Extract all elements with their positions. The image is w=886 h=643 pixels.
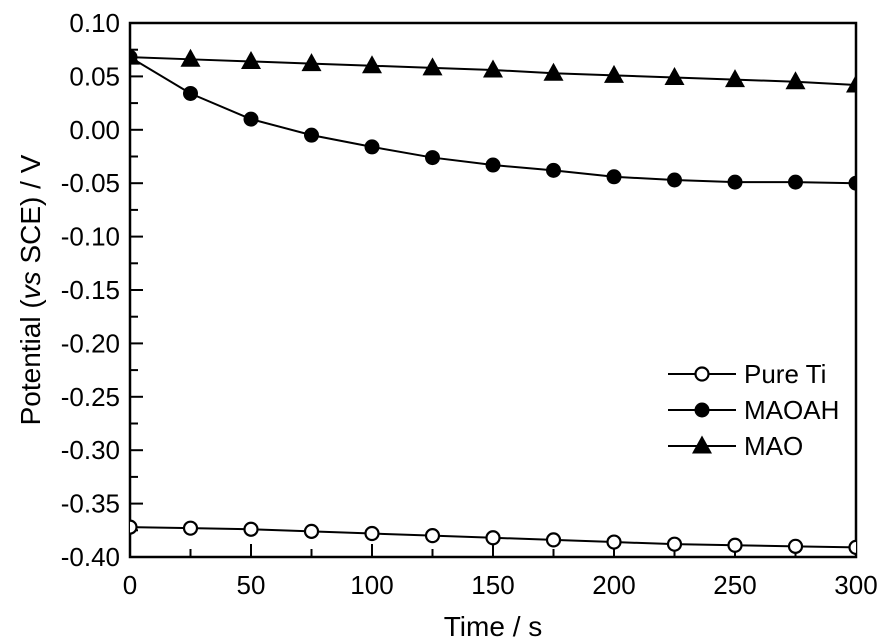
y-tick-label: -0.30 bbox=[61, 435, 120, 465]
legend-marker-maoah bbox=[694, 402, 710, 418]
series-pure-ti-marker bbox=[666, 536, 683, 552]
y-tick-label: -0.40 bbox=[61, 542, 120, 572]
series-maoah-marker bbox=[546, 162, 561, 178]
series-mao-marker bbox=[180, 48, 201, 67]
x-axis-label: Time / s bbox=[444, 611, 543, 642]
x-tick-label: 0 bbox=[123, 570, 137, 600]
legend-label-mao: MAO bbox=[744, 431, 803, 461]
series-mao-marker bbox=[483, 59, 503, 78]
y-tick-label: -0.35 bbox=[61, 489, 120, 519]
series-pure-ti-marker bbox=[182, 520, 199, 536]
series-pure-ti-marker bbox=[485, 530, 501, 546]
legend-marker-pure-ti bbox=[694, 366, 710, 382]
series-mao-marker bbox=[664, 66, 685, 85]
series-maoah-marker bbox=[788, 174, 803, 190]
x-tick-label: 150 bbox=[471, 570, 514, 600]
legend-item-pure-ti: Pure Ti bbox=[668, 359, 826, 389]
y-tick-label: 0.00 bbox=[69, 115, 120, 145]
series-maoah-marker bbox=[425, 150, 440, 166]
series-pure-ti-marker bbox=[424, 528, 441, 544]
series-maoah-marker bbox=[667, 172, 682, 188]
series-mao-marker bbox=[241, 50, 261, 69]
series-pure-ti-marker bbox=[545, 532, 562, 548]
series-mao-marker bbox=[725, 69, 745, 88]
x-tick-label: 250 bbox=[713, 570, 756, 600]
series-pure-ti bbox=[130, 519, 856, 555]
series-mao bbox=[130, 46, 856, 93]
series-mao-marker bbox=[785, 71, 806, 90]
series-pure-ti-marker bbox=[606, 534, 622, 550]
series-mao-marker bbox=[422, 57, 443, 76]
y-axis-label: Potential (vs SCE) / V bbox=[15, 154, 46, 425]
series-maoah-marker bbox=[183, 85, 198, 101]
series-maoah-marker bbox=[727, 174, 743, 190]
x-tick-label: 200 bbox=[592, 570, 635, 600]
series-pure-ti-marker bbox=[364, 525, 380, 542]
legend-item-maoah: MAOAH bbox=[668, 395, 839, 425]
legend-label-pure-ti: Pure Ti bbox=[744, 359, 826, 389]
series-maoah-marker bbox=[304, 127, 319, 143]
x-tick-label: 50 bbox=[237, 570, 266, 600]
series-maoah-marker bbox=[848, 175, 856, 191]
series-mao-marker bbox=[130, 46, 140, 65]
y-tick-label: 0.05 bbox=[69, 61, 120, 91]
series-maoah-marker bbox=[364, 139, 380, 155]
series-maoah-marker bbox=[485, 157, 501, 173]
series-maoah-marker bbox=[606, 169, 622, 185]
series-pure-ti-marker bbox=[303, 523, 320, 539]
series-mao-marker bbox=[604, 64, 624, 83]
y-tick-label: -0.20 bbox=[61, 328, 120, 358]
series-mao-marker bbox=[543, 62, 564, 81]
plot-frame bbox=[128, 21, 858, 559]
y-tick-label: -0.10 bbox=[61, 222, 120, 252]
series-mao-marker bbox=[846, 74, 856, 93]
legend-marker-mao bbox=[692, 435, 712, 454]
series-mao-marker bbox=[301, 53, 322, 72]
legend-item-mao: MAO bbox=[668, 431, 803, 461]
y-tick-label: -0.05 bbox=[61, 168, 120, 198]
series-pure-ti-marker bbox=[787, 538, 804, 554]
series-pure-ti-marker bbox=[727, 537, 743, 553]
series-mao-marker bbox=[362, 55, 382, 74]
series-maoah-marker bbox=[243, 111, 259, 127]
legend-label-maoah: MAOAH bbox=[744, 395, 839, 425]
x-tick-label: 100 bbox=[350, 570, 393, 600]
x-tick-label: 300 bbox=[834, 570, 877, 600]
series-pure-ti-marker bbox=[243, 521, 259, 537]
series-pure-ti-marker bbox=[848, 539, 856, 555]
series-pure-ti-marker bbox=[130, 519, 138, 535]
y-tick-label: -0.15 bbox=[61, 275, 120, 305]
y-tick-label: -0.25 bbox=[61, 382, 120, 412]
y-tick-label: 0.10 bbox=[69, 8, 120, 38]
